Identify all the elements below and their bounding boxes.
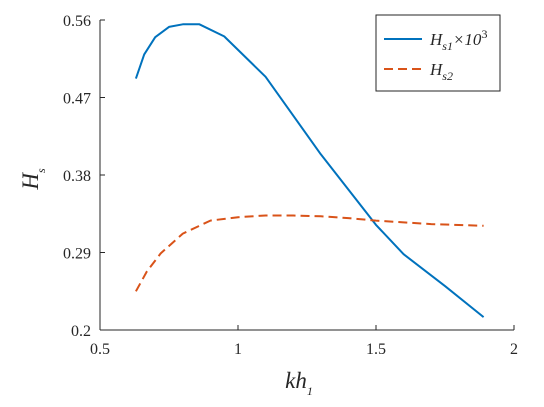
y-tick-label: 0.2 [71, 323, 91, 340]
legend-label-base: H [429, 30, 444, 49]
legend-label-sub: s2 [442, 69, 453, 83]
y-axis-title-base: H [18, 172, 43, 191]
plot-layer: 0.5 1 1.5 20.20.290.380.470.56kh1HsHs1×103H… [18, 13, 518, 398]
y-tick-label: 0.47 [63, 91, 91, 108]
legend-label-s2: Hs2 [429, 60, 453, 83]
y-tick-label: 0.29 [63, 246, 91, 263]
y-axis-title-sub: s [34, 168, 48, 173]
y-tick-label: 0.38 [63, 168, 91, 185]
legend-label-s1: Hs1×103 [429, 27, 487, 53]
y-tick-label: 0.56 [63, 13, 91, 30]
x-axis-title-sub: 1 [307, 384, 313, 398]
x-axis-title-base: kh [285, 368, 307, 393]
legend-label-suffix: ×10 [453, 30, 482, 49]
series-line-s1 [134, 23, 485, 318]
x-tick-label: 1.5 [366, 341, 386, 358]
x-tick-label: 2 [510, 341, 518, 358]
legend-label-sub: s1 [442, 39, 453, 53]
x-axis-title: kh1 [285, 368, 313, 398]
x-tick-label: 1 [234, 341, 242, 358]
legend-label-sup: 3 [481, 27, 487, 41]
series-line-s2 [135, 214, 484, 292]
x-tick-label: 0.5 [90, 341, 110, 358]
legend-label-base: H [429, 60, 444, 79]
legend-box [375, 14, 501, 92]
y-axis-title: Hs [18, 168, 48, 191]
